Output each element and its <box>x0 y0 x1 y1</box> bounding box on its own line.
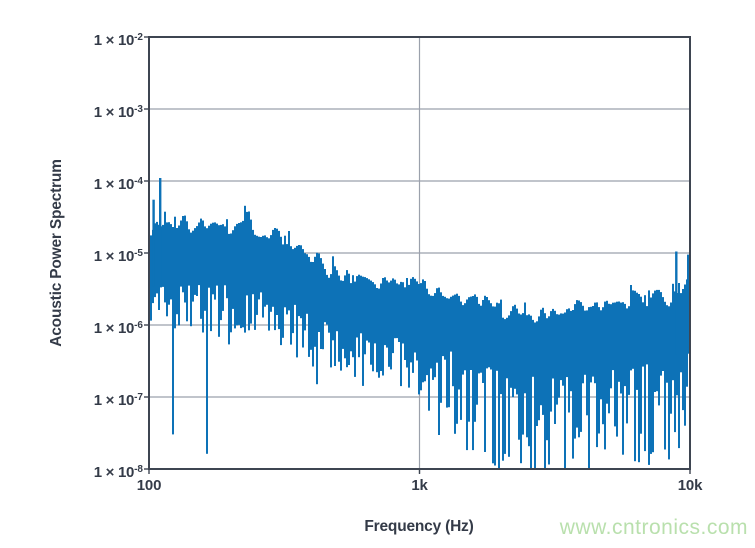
y-tick-label: 1 × 10-4 <box>93 176 143 193</box>
watermark: www.cntronics.com <box>559 516 748 539</box>
y-tick-label: 1 × 10-3 <box>93 104 143 121</box>
x-tick-label: 100 <box>136 477 162 494</box>
spectrum-peak <box>675 251 678 355</box>
spectrum-peak <box>159 178 162 287</box>
y-tick-label: 1 × 10-7 <box>93 392 143 409</box>
y-tick-label: 1 × 10-8 <box>93 464 143 481</box>
x-axis-title: Frequency (Hz) <box>364 518 474 535</box>
spectrum-peak <box>152 199 155 287</box>
plot-border <box>148 36 691 470</box>
x-tick-label: 10k <box>677 477 703 494</box>
spectrum-peak <box>687 254 690 348</box>
x-tick-label: 1k <box>411 477 428 494</box>
y-tick-label: 1 × 10-6 <box>93 320 143 337</box>
spectrum-series <box>150 178 690 469</box>
y-tick-label: 1 × 10-5 <box>93 248 143 265</box>
y-tick-label: 1 × 10-2 <box>93 32 143 49</box>
